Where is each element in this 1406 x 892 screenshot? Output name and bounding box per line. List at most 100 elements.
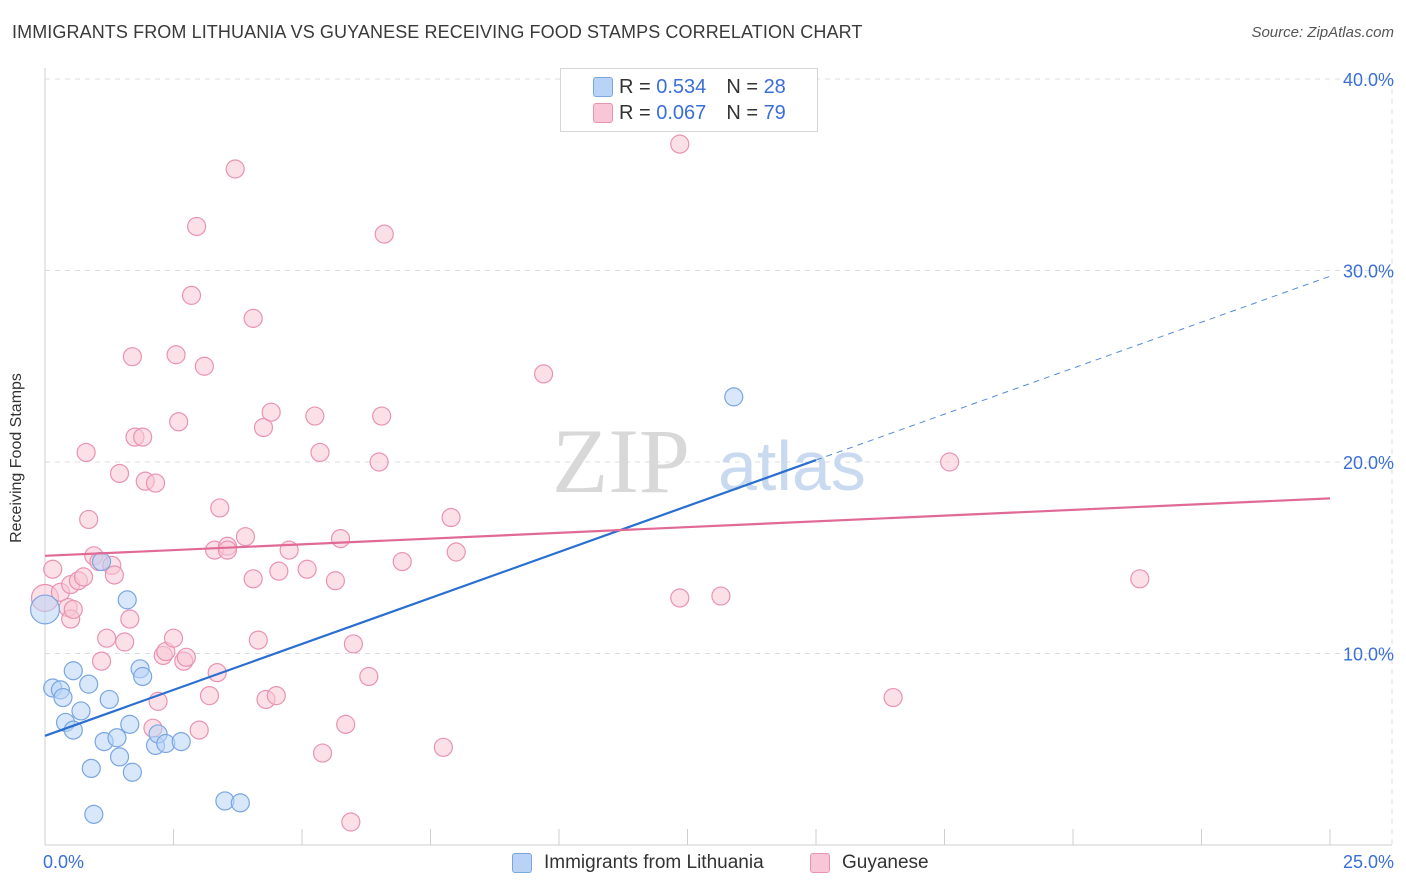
guyanese-point: [207, 663, 227, 683]
grid-lines: [45, 78, 1393, 845]
legend-row-lithuania: R = 0.534 N = 28: [593, 75, 786, 99]
guyanese-point: [243, 569, 263, 589]
lithuania-point: [122, 762, 142, 782]
watermark: ZIP atlas: [552, 410, 866, 512]
trend-lines: [44, 275, 1331, 737]
legend-swatch-lithuania: [593, 77, 613, 97]
guyanese-point: [163, 628, 184, 648]
guyanese-point: [261, 402, 281, 422]
guyanese-point: [91, 651, 112, 671]
legend-label-lithuania: Immigrants from Lithuania: [544, 852, 764, 873]
lithuania-point: [99, 689, 119, 710]
lithuania-point: [133, 666, 153, 687]
guyanese-trend-line: [44, 497, 1331, 557]
guyanese-point: [181, 285, 202, 305]
chart-source: Source: ZipAtlas.com: [1251, 24, 1394, 41]
guyanese-point: [176, 647, 196, 667]
guyanese-point: [166, 345, 186, 365]
guyanese-point: [145, 473, 166, 493]
y-tick-label: 30.0%: [1343, 262, 1394, 282]
y-tick-label: 40.0%: [1343, 70, 1394, 90]
legend-r-label: R =: [619, 75, 651, 98]
lithuania-point: [71, 701, 91, 721]
guyanese-point: [297, 559, 317, 579]
guyanese-point: [372, 406, 392, 426]
legend-n-label: N =: [726, 75, 758, 98]
legend-label-guyanese: Guyanese: [842, 852, 929, 873]
guyanese-point: [109, 463, 130, 484]
guyanese-point: [883, 687, 903, 708]
guyanese-point: [133, 427, 153, 447]
guyanese-point: [97, 628, 117, 648]
guyanese-point: [336, 714, 356, 734]
guyanese-point: [43, 559, 63, 579]
guyanese-point: [312, 743, 333, 763]
guyanese-point: [248, 630, 268, 650]
lithuania-point: [79, 674, 99, 694]
guyanese-point: [670, 134, 690, 154]
series-guyanese-points: [30, 134, 1150, 832]
guyanese-point: [189, 720, 209, 740]
axes: [44, 68, 1392, 846]
chart-title: IMMIGRANTS FROM LITHUANIA VS GUYANESE RE…: [12, 22, 863, 42]
guyanese-point: [73, 567, 94, 587]
guyanese-point: [217, 540, 238, 560]
guyanese-point: [359, 666, 379, 687]
lithuania-point: [63, 661, 83, 681]
guyanese-point: [670, 588, 690, 608]
lithuania-point: [117, 590, 137, 610]
legend-row-guyanese: R = 0.067 N = 79: [593, 101, 786, 125]
guyanese-point: [446, 542, 466, 562]
guyanese-point: [330, 528, 351, 549]
lithuania-point: [120, 714, 140, 734]
lithuania-point: [84, 804, 104, 824]
legend-swatch-lithuania: [512, 853, 532, 873]
guyanese-point: [269, 561, 289, 581]
lithuania-point: [230, 793, 250, 813]
legend-n-value: 79: [763, 101, 786, 124]
guyanese-point: [1130, 569, 1150, 589]
y-tick-label: 10.0%: [1343, 645, 1394, 665]
guyanese-point: [243, 308, 263, 328]
guyanese-point: [169, 412, 189, 432]
legend-n-value: 28: [763, 75, 786, 98]
lithuania-point: [107, 728, 127, 748]
guyanese-point: [940, 452, 960, 472]
guyanese-point: [122, 347, 142, 367]
guyanese-point: [369, 452, 389, 472]
lithuania-point: [724, 387, 744, 407]
guyanese-point: [325, 571, 346, 591]
guyanese-point: [210, 498, 230, 518]
lithuania-point: [91, 551, 112, 572]
legend-r-label: R =: [619, 101, 651, 124]
guyanese-point: [63, 599, 83, 620]
legend-item-guyanese: Guyanese: [810, 852, 929, 874]
series-lithuania-points: [30, 387, 744, 824]
guyanese-point: [441, 507, 461, 528]
guyanese-point: [253, 417, 274, 438]
x-tick-label: 0.0%: [43, 852, 84, 872]
correlation-legend: R = 0.534 N = 28 R = 0.067 N = 79: [560, 68, 818, 132]
guyanese-point: [79, 509, 99, 530]
lithuania-point: [109, 747, 130, 767]
lithuania-point: [53, 687, 73, 708]
guyanese-point: [343, 634, 363, 654]
guyanese-point: [194, 356, 214, 376]
guyanese-point: [235, 527, 256, 547]
guyanese-point: [266, 686, 286, 706]
watermark-atlas: atlas: [718, 427, 866, 505]
guyanese-point: [187, 216, 207, 237]
tick-labels: 10.0% 20.0% 30.0% 40.0% 0.0% 25.0%: [43, 70, 1394, 872]
guyanese-point: [392, 551, 412, 572]
legend-item-lithuania: Immigrants from Lithuania: [512, 852, 764, 874]
legend-n-label: N =: [726, 101, 758, 124]
lithuania-point: [81, 758, 101, 779]
guyanese-point: [225, 159, 245, 179]
watermark-zip: ZIP: [552, 410, 690, 512]
series-legend: Immigrants from Lithuania Guyanese: [0, 852, 1406, 876]
legend-swatch-guyanese: [810, 853, 830, 873]
lithuania-trend-extension: [815, 275, 1331, 461]
guyanese-point: [76, 442, 96, 463]
guyanese-point: [711, 586, 731, 606]
